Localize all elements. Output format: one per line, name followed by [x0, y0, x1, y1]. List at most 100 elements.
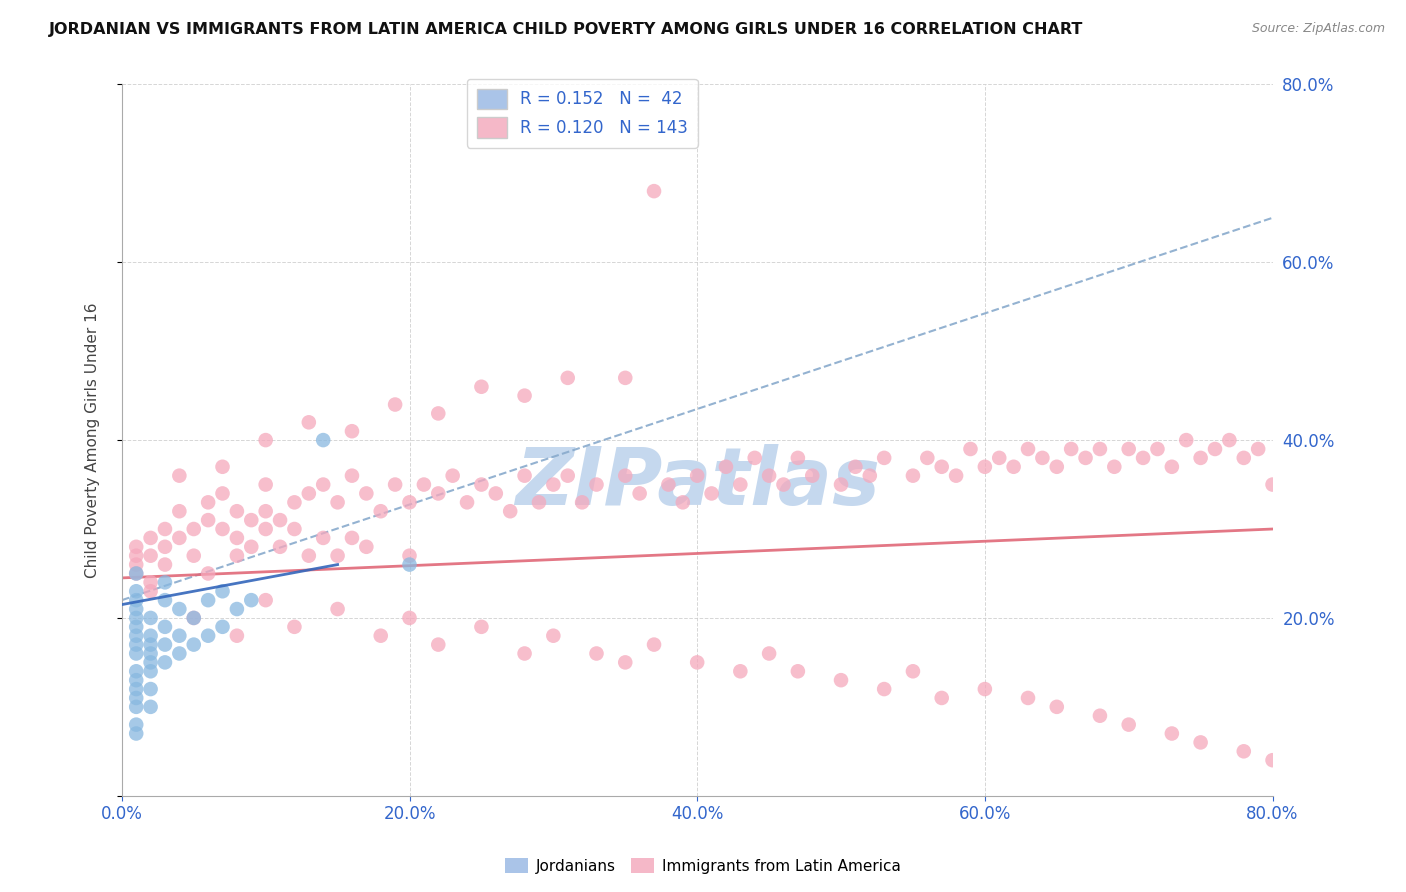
- Point: [758, 468, 780, 483]
- Point: [139, 647, 162, 661]
- Point: [1146, 442, 1168, 456]
- Point: [730, 477, 752, 491]
- Point: [125, 549, 148, 563]
- Point: [398, 611, 420, 625]
- Point: [169, 602, 191, 616]
- Point: [427, 486, 450, 500]
- Point: [183, 611, 205, 625]
- Point: [513, 389, 536, 403]
- Point: [801, 468, 824, 483]
- Point: [197, 495, 219, 509]
- Point: [901, 468, 924, 483]
- Point: [1088, 708, 1111, 723]
- Point: [1261, 753, 1284, 767]
- Point: [557, 371, 579, 385]
- Point: [139, 575, 162, 590]
- Point: [356, 540, 378, 554]
- Point: [959, 442, 981, 456]
- Point: [125, 620, 148, 634]
- Point: [153, 620, 176, 634]
- Point: [1002, 459, 1025, 474]
- Point: [1104, 459, 1126, 474]
- Point: [326, 602, 349, 616]
- Point: [240, 513, 263, 527]
- Point: [441, 468, 464, 483]
- Point: [169, 647, 191, 661]
- Point: [614, 656, 637, 670]
- Text: ZIPatlas: ZIPatlas: [515, 444, 880, 522]
- Point: [312, 477, 335, 491]
- Point: [139, 531, 162, 545]
- Point: [139, 681, 162, 696]
- Point: [744, 450, 766, 465]
- Point: [139, 629, 162, 643]
- Point: [125, 647, 148, 661]
- Point: [125, 673, 148, 688]
- Point: [1233, 450, 1256, 465]
- Point: [513, 468, 536, 483]
- Point: [1046, 699, 1069, 714]
- Point: [643, 184, 665, 198]
- Point: [1160, 726, 1182, 740]
- Point: [139, 549, 162, 563]
- Point: [859, 468, 882, 483]
- Point: [326, 549, 349, 563]
- Point: [225, 504, 247, 518]
- Point: [225, 549, 247, 563]
- Point: [298, 549, 321, 563]
- Point: [513, 647, 536, 661]
- Point: [945, 468, 967, 483]
- Point: [1060, 442, 1083, 456]
- Point: [370, 504, 392, 518]
- Point: [125, 584, 148, 599]
- Point: [139, 611, 162, 625]
- Point: [298, 486, 321, 500]
- Point: [125, 690, 148, 705]
- Point: [225, 629, 247, 643]
- Point: [125, 726, 148, 740]
- Point: [139, 656, 162, 670]
- Point: [125, 665, 148, 679]
- Point: [1017, 442, 1039, 456]
- Point: [686, 468, 709, 483]
- Point: [571, 495, 593, 509]
- Legend: R = 0.152   N =  42, R = 0.120   N = 143: R = 0.152 N = 42, R = 0.120 N = 143: [467, 78, 697, 147]
- Point: [153, 575, 176, 590]
- Point: [139, 638, 162, 652]
- Point: [427, 406, 450, 420]
- Point: [873, 450, 896, 465]
- Point: [714, 459, 737, 474]
- Point: [1204, 442, 1226, 456]
- Point: [470, 380, 492, 394]
- Point: [197, 629, 219, 643]
- Point: [283, 522, 305, 536]
- Point: [844, 459, 866, 474]
- Point: [398, 549, 420, 563]
- Point: [197, 566, 219, 581]
- Point: [125, 629, 148, 643]
- Point: [412, 477, 434, 491]
- Y-axis label: Child Poverty Among Girls Under 16: Child Poverty Among Girls Under 16: [86, 302, 100, 578]
- Point: [254, 593, 277, 607]
- Point: [1074, 450, 1097, 465]
- Point: [1218, 433, 1240, 447]
- Point: [557, 468, 579, 483]
- Point: [125, 558, 148, 572]
- Point: [197, 513, 219, 527]
- Point: [901, 665, 924, 679]
- Point: [326, 495, 349, 509]
- Point: [125, 566, 148, 581]
- Point: [312, 531, 335, 545]
- Point: [254, 477, 277, 491]
- Point: [169, 468, 191, 483]
- Point: [298, 415, 321, 429]
- Point: [1261, 477, 1284, 491]
- Point: [283, 495, 305, 509]
- Point: [772, 477, 794, 491]
- Point: [211, 584, 233, 599]
- Point: [988, 450, 1011, 465]
- Point: [370, 629, 392, 643]
- Point: [384, 477, 406, 491]
- Point: [153, 638, 176, 652]
- Point: [125, 681, 148, 696]
